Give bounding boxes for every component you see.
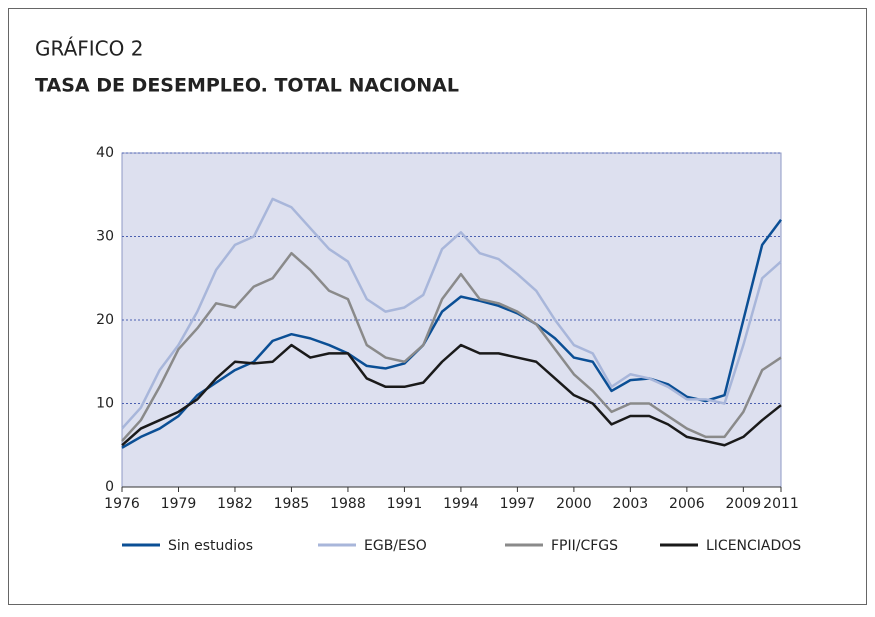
legend-label: LICENCIADOS	[706, 538, 801, 554]
x-tick-label: 1982	[217, 496, 253, 512]
x-tick-label: 1994	[443, 496, 479, 512]
x-tick-label: 1985	[274, 496, 310, 512]
series-line	[121, 251, 782, 442]
series-line	[121, 343, 782, 447]
legend-label: Sin estudios	[168, 538, 253, 554]
x-tick-label: 1976	[104, 496, 140, 512]
y-tick-label: 10	[96, 396, 114, 412]
frame	[8, 8, 867, 605]
x-tick-label: 1988	[330, 496, 366, 512]
legend-label: EGB/ESO	[364, 538, 427, 554]
y-tick-label: 30	[96, 229, 114, 245]
x-tick-label: 1979	[161, 496, 197, 512]
y-tick-label: 40	[96, 145, 114, 161]
x-tick-label: 2000	[556, 496, 592, 512]
chart-title: TASA DE DESEMPLEO. TOTAL NACIONAL	[35, 75, 459, 97]
series-line	[121, 197, 782, 430]
x-tick-label: 2003	[613, 496, 649, 512]
x-tick-label: 2006	[669, 496, 705, 512]
legend-label: FPII/CFGS	[551, 538, 618, 554]
x-tick-label: 1991	[387, 496, 423, 512]
y-tick-label: 0	[105, 479, 114, 495]
x-tick-label: 2009	[726, 496, 762, 512]
y-tick-label: 20	[96, 312, 114, 328]
x-tick-label: 1997	[500, 496, 536, 512]
chart-kicker: GRÁFICO 2	[35, 37, 143, 61]
x-tick-label: 2011	[763, 496, 799, 512]
series-line	[121, 219, 782, 449]
